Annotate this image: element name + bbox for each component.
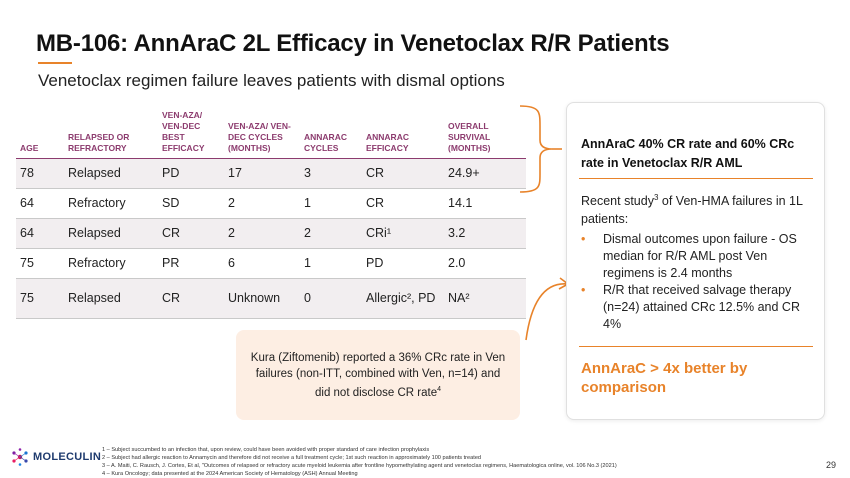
table-row: 75 Relapsed CR Unknown 0 Allergic², PD N… [16, 278, 526, 319]
page-title: MB-106: AnnAraC 2L Efficacy in Venetocla… [36, 30, 670, 57]
cell-ven-efficacy: PR [158, 248, 224, 279]
card-headline: AnnAraC 40% CR rate and 60% CRc rate in … [581, 137, 795, 170]
card-divider [579, 178, 813, 179]
cell-survival: NA² [444, 278, 526, 319]
kura-callout: Kura (Ziftomenib) reported a 36% CRc rat… [236, 330, 520, 420]
cell-annarac-cycles: 0 [300, 278, 362, 319]
footnote: 1 – Subject succumbed to an infection th… [102, 447, 430, 453]
cell-annarac-cycles: 2 [300, 218, 362, 249]
cell-ven-efficacy: CR [158, 278, 224, 319]
table-row: 78 Relapsed PD 17 3 CR 24.9+ [16, 158, 526, 189]
card-conclusion: AnnAraC > 4x better by comparison [581, 360, 748, 396]
cell-survival: 24.9+ [444, 158, 526, 189]
cell-ven-cycles: 6 [224, 248, 300, 279]
card-intro-pre: Recent study [581, 194, 654, 209]
cell-annarac-efficacy: CR [362, 188, 444, 219]
cell-age: 75 [16, 248, 64, 279]
callout-text: Kura (Ziftomenib) reported a 36% CRc rat… [247, 350, 509, 401]
cell-ven-efficacy: PD [158, 158, 224, 189]
cell-status: Refractory [64, 248, 158, 279]
callout-body: Kura (Ziftomenib) reported a 36% CRc rat… [250, 351, 506, 399]
cell-annarac-cycles: 1 [300, 188, 362, 219]
page-subtitle: Venetoclax regimen failure leaves patien… [38, 71, 505, 90]
cell-age: 64 [16, 218, 64, 249]
cell-ven-efficacy: CR [158, 218, 224, 249]
card-intro: Recent study3 of Ven-HMA failures in 1L … [581, 189, 813, 228]
cell-age: 64 [16, 188, 64, 219]
footnote: 4 – Kura Oncology; data presented at the… [102, 471, 358, 477]
company-logo: MOLECULIN [10, 447, 101, 467]
patient-table: AGE RELAPSED OR REFRACTORY VEN-AZA/ VEN-… [16, 110, 526, 319]
footnote: 2 – Subject had allergic reaction to Ann… [102, 455, 482, 461]
cell-annarac-efficacy: PD [362, 248, 444, 279]
header-ven-best-efficacy: VEN-AZA/ VEN-DEC BEST EFFICACY [158, 110, 224, 159]
cell-annarac-cycles: 3 [300, 158, 362, 189]
footnotes: 1 – Subject succumbed to an infection th… [102, 446, 802, 478]
brace-connector [519, 105, 562, 193]
table-row: 64 Refractory SD 2 1 CR 14.1 [16, 188, 526, 219]
bullet-item: R/R that received salvage therapy (n=24)… [581, 282, 813, 333]
card-divider [579, 346, 813, 347]
logo-wordmark: MOLECULIN [33, 451, 102, 463]
cell-survival: 14.1 [444, 188, 526, 219]
page-number: 29 [826, 460, 837, 470]
header-relapsed-refractory: RELAPSED OR REFRACTORY [64, 110, 158, 159]
header-overall-survival: OVERALL SURVIVAL (MONTHS) [444, 110, 526, 159]
molecule-logo-icon [12, 448, 28, 466]
callout-footnote: 4 [437, 385, 441, 393]
title-underline [38, 62, 72, 64]
cell-status: Refractory [64, 188, 158, 219]
cell-annarac-cycles: 1 [300, 248, 362, 279]
header-ven-cycles: VEN-AZA/ VEN-DEC CYCLES (MONTHS) [224, 110, 300, 159]
cell-survival: 2.0 [444, 248, 526, 279]
cell-ven-cycles: Unknown [224, 278, 300, 319]
card-intro-post: of Ven-HMA failures in 1L patients: [581, 194, 803, 227]
footnote: 3 – A. Maiti, C. Rausch, J. Cortes, Et a… [102, 463, 617, 469]
cell-status: Relapsed [64, 218, 158, 249]
cell-ven-efficacy: SD [158, 188, 224, 219]
cell-survival: 3.2 [444, 218, 526, 249]
table-header-row: AGE RELAPSED OR REFRACTORY VEN-AZA/ VEN-… [16, 110, 526, 159]
cell-ven-cycles: 2 [224, 188, 300, 219]
cell-ven-cycles: 2 [224, 218, 300, 249]
header-age: AGE [16, 110, 64, 159]
cell-status: Relapsed [64, 278, 158, 319]
card-intro-footnote: 3 [653, 193, 659, 202]
cell-age: 75 [16, 278, 64, 319]
header-annarac-cycles: ANNARAC CYCLES [300, 110, 362, 159]
table-row: 64 Relapsed CR 2 2 CRi¹ 3.2 [16, 218, 526, 249]
table-row: 75 Refractory PR 6 1 PD 2.0 [16, 248, 526, 279]
connector-arrow [525, 277, 570, 341]
bullet-item: Dismal outcomes upon failure - OS median… [581, 231, 813, 282]
cell-status: Relapsed [64, 158, 158, 189]
cell-annarac-efficacy: CR [362, 158, 444, 189]
cell-ven-cycles: 17 [224, 158, 300, 189]
summary-card: AnnAraC 40% CR rate and 60% CRc rate in … [566, 102, 825, 420]
header-annarac-efficacy: ANNARAC EFFICACY [362, 110, 444, 159]
card-bullet-list: Dismal outcomes upon failure - OS median… [581, 231, 813, 333]
cell-annarac-efficacy: CRi¹ [362, 218, 444, 249]
cell-age: 78 [16, 158, 64, 189]
cell-annarac-efficacy: Allergic², PD [362, 278, 444, 319]
